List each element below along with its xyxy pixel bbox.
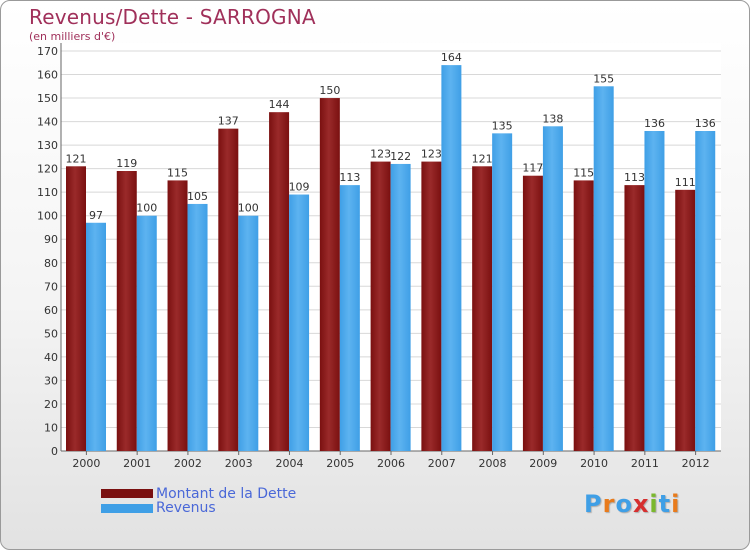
logo-letter: o [615, 490, 633, 518]
y-tick-label: 50 [44, 327, 58, 340]
chart-subtitle: (en milliers d'€) [29, 30, 116, 43]
bar-dette-2009 [522, 175, 543, 452]
x-tick-label: 2003 [225, 457, 253, 470]
y-tick-label: 130 [37, 139, 58, 152]
data-label: 121 [66, 152, 87, 165]
data-label: 150 [319, 84, 340, 97]
data-label: 135 [492, 119, 513, 132]
data-label: 123 [421, 148, 442, 161]
x-tick-label: 2012 [682, 457, 710, 470]
x-tick-label: 2009 [529, 457, 557, 470]
bar-revenus-2005 [339, 185, 360, 451]
data-label: 115 [167, 166, 188, 179]
bar-dette-2010 [573, 180, 594, 452]
logo-letter: i [649, 490, 659, 518]
bar-revenus-2000 [86, 222, 106, 451]
y-tick-label: 40 [44, 351, 58, 364]
x-tick-label: 2002 [174, 457, 202, 470]
logo-letter: i [671, 490, 681, 518]
bar-dette-2003 [218, 128, 239, 451]
bar-revenus-2011 [644, 131, 665, 451]
data-label: 100 [238, 202, 259, 215]
bar-dette-2006 [370, 161, 391, 451]
y-tick-label: 60 [44, 304, 58, 317]
chart-title: Revenus/Dette - SARROGNA [29, 5, 316, 29]
data-label: 164 [441, 51, 462, 64]
y-tick-label: 70 [44, 280, 58, 293]
data-label: 115 [573, 166, 594, 179]
bar-revenus-2003 [238, 215, 259, 451]
legend-label-dette: Montant de la Dette [156, 486, 297, 502]
x-tick-label: 2005 [326, 457, 354, 470]
bar-revenus-2001 [136, 215, 157, 451]
y-tick-label: 160 [37, 69, 58, 82]
x-tick-label: 2006 [377, 457, 405, 470]
data-label: 113 [339, 171, 360, 184]
data-label: 155 [593, 72, 614, 85]
y-tick-label: 80 [44, 257, 58, 270]
bar-dette-2007 [421, 161, 442, 451]
proxiti-logo: Proxiti [584, 490, 680, 518]
data-label: 138 [542, 112, 563, 125]
data-label: 119 [116, 157, 137, 170]
y-tick-label: 10 [44, 421, 58, 434]
y-tick-label: 150 [37, 92, 58, 105]
bar-dette-2001 [116, 171, 137, 451]
data-label: 113 [624, 171, 645, 184]
data-label: 100 [136, 202, 157, 215]
bar-dette-2004 [269, 112, 290, 452]
bar-revenus-2004 [289, 194, 310, 451]
bar-dette-2000 [66, 166, 86, 451]
logo-letter: x [632, 490, 650, 518]
logo-letter: r [602, 490, 616, 518]
bar-revenus-2006 [390, 163, 411, 452]
logo-letter: t [658, 490, 672, 518]
x-tick-label: 2008 [479, 457, 507, 470]
bar-dette-2005 [319, 98, 340, 451]
y-tick-label: 140 [37, 116, 58, 129]
bar-revenus-2007 [441, 65, 462, 451]
bar-dette-2011 [624, 185, 645, 451]
y-tick-label: 20 [44, 398, 58, 411]
data-label: 144 [269, 98, 290, 111]
x-tick-label: 2001 [123, 457, 151, 470]
y-tick-label: 110 [37, 186, 58, 199]
x-tick-label: 2000 [72, 457, 100, 470]
data-label: 136 [644, 117, 665, 130]
y-tick-label: 30 [44, 374, 58, 387]
legend-label-revenus: Revenus [156, 500, 216, 516]
bar-dette-2008 [472, 166, 493, 451]
y-tick-label: 170 [37, 45, 58, 58]
bar-dette-2012 [675, 189, 696, 451]
x-tick-label: 2007 [428, 457, 456, 470]
bar-revenus-2010 [593, 86, 614, 451]
x-tick-label: 2011 [631, 457, 659, 470]
data-label: 121 [472, 152, 493, 165]
bar-revenus-2009 [542, 126, 563, 451]
data-label: 136 [695, 117, 716, 130]
data-label: 123 [370, 148, 391, 161]
y-tick-label: 0 [51, 445, 58, 458]
bar-revenus-2008 [492, 133, 513, 451]
y-tick-label: 120 [37, 163, 58, 176]
legend-swatch-dette [101, 489, 153, 498]
data-label: 111 [675, 176, 696, 189]
bar-revenus-2012 [695, 131, 716, 451]
data-label: 105 [187, 190, 208, 203]
y-tick-label: 100 [37, 210, 58, 223]
legend-swatch-revenus [101, 504, 153, 513]
data-label: 109 [289, 181, 310, 194]
x-tick-label: 2010 [580, 457, 608, 470]
logo-letter: P [584, 490, 603, 518]
data-label: 122 [390, 150, 411, 163]
data-label: 117 [522, 162, 543, 175]
data-label: 137 [218, 115, 239, 128]
x-tick-label: 2004 [275, 457, 303, 470]
y-tick-label: 90 [44, 233, 58, 246]
bar-dette-2002 [167, 180, 188, 452]
bar-revenus-2002 [187, 203, 208, 451]
data-label: 97 [89, 209, 103, 222]
